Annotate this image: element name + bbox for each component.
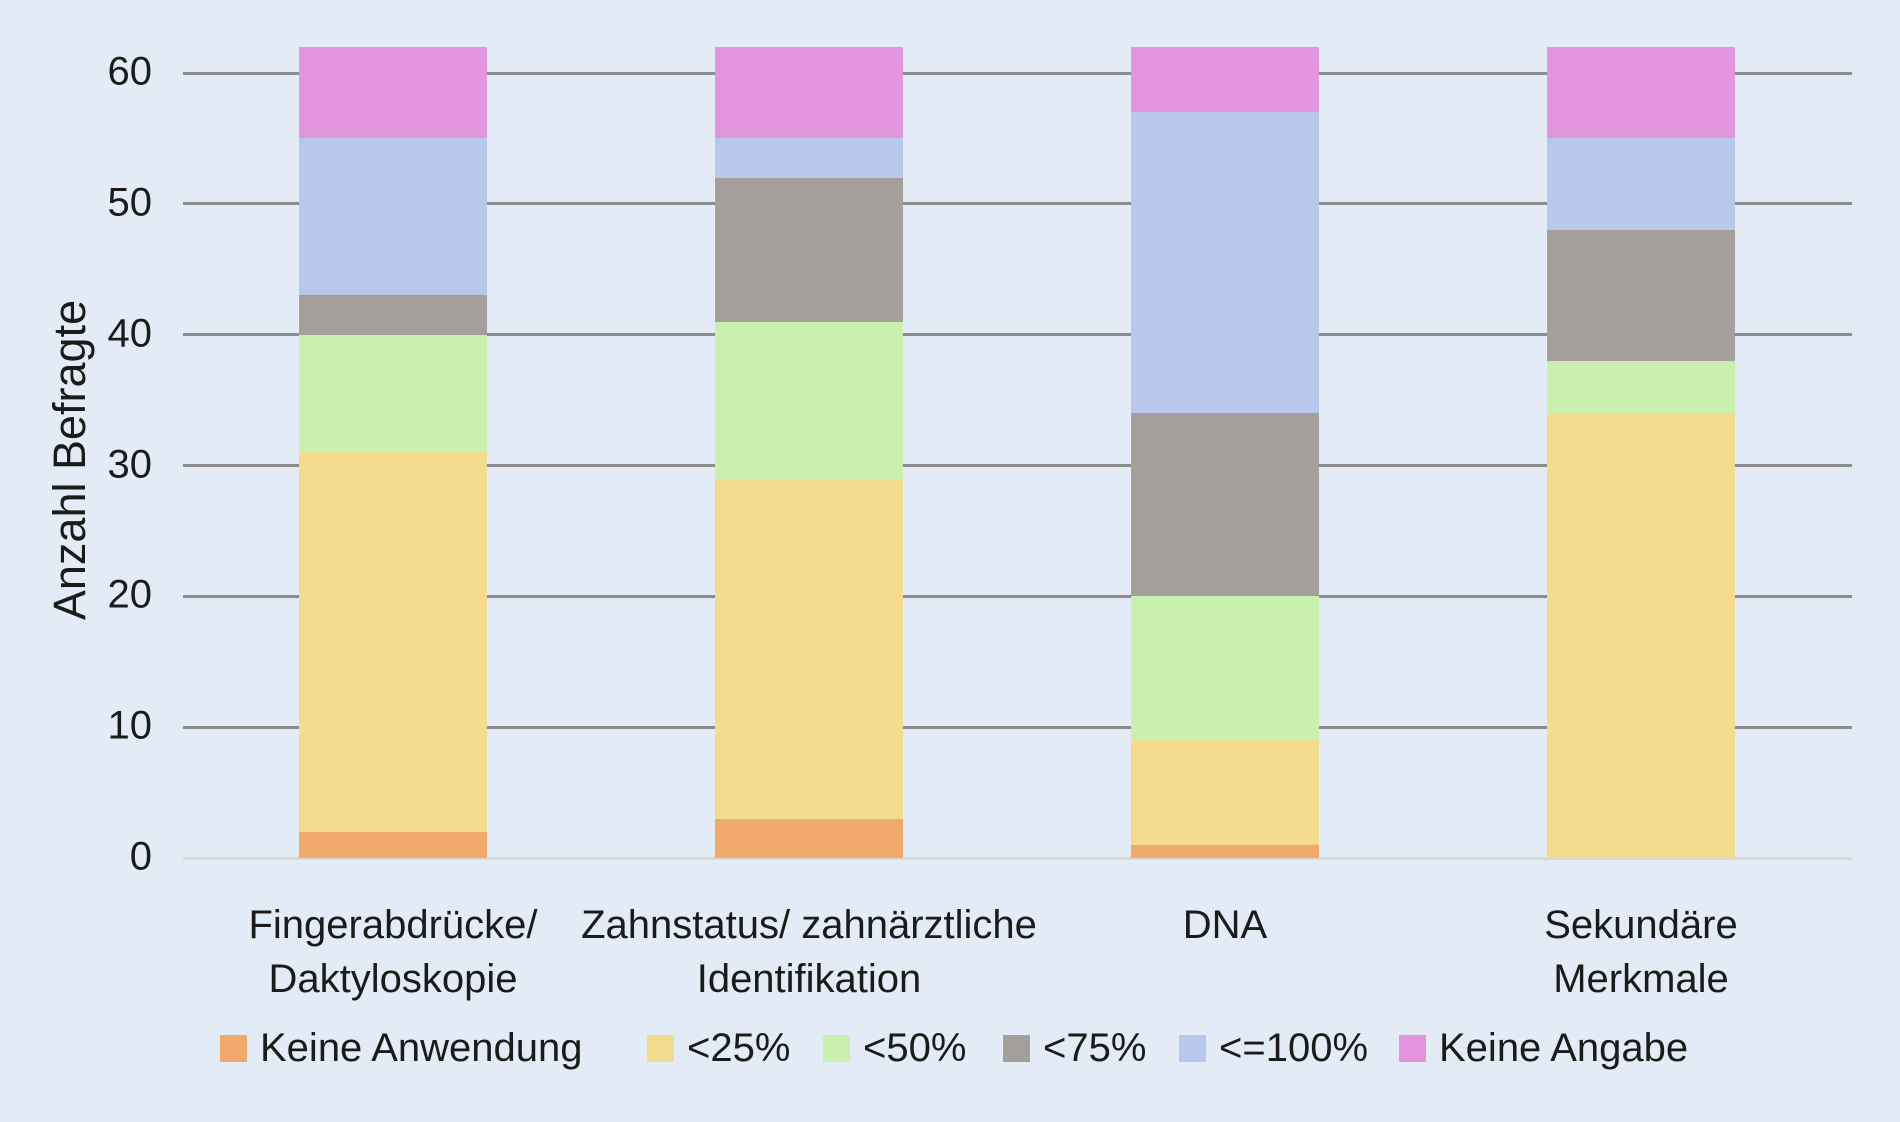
y-tick-label: 40 — [107, 311, 153, 356]
gridline — [183, 594, 1852, 598]
legend-item: <25% — [647, 1020, 790, 1076]
gridline — [183, 202, 1852, 206]
bar-segment — [715, 138, 903, 178]
bar-segment — [299, 46, 487, 139]
legend-label: Keine Anwendung — [260, 1025, 583, 1070]
legend-item: <=100% — [1179, 1020, 1368, 1076]
legend-item: Keine Anwendung — [220, 1020, 583, 1076]
bar-segment — [1131, 413, 1319, 597]
bar-segment — [1131, 596, 1319, 741]
x-axis-line — [183, 857, 1852, 860]
gridline — [183, 464, 1852, 467]
legend-label: Keine Angabe — [1439, 1025, 1689, 1070]
legend-swatch — [1003, 1034, 1030, 1062]
y-tick-label: 60 — [107, 49, 153, 94]
bar-segment — [1547, 46, 1735, 139]
legend-label: <=100% — [1219, 1025, 1369, 1070]
x-category-label: Sekundäre Merkmale — [1544, 903, 1738, 1001]
bar-segment — [715, 177, 903, 322]
bar-segment — [1131, 844, 1319, 858]
y-tick-label: 30 — [107, 442, 153, 487]
legend-swatch — [823, 1034, 850, 1062]
bar-segment — [1547, 360, 1735, 414]
bar-segment — [1131, 112, 1319, 414]
gridline — [183, 725, 1852, 729]
bar-segment — [1547, 413, 1735, 858]
legend-item: <75% — [1003, 1020, 1146, 1076]
y-tick-label: 20 — [107, 572, 153, 617]
bar-segment — [1547, 138, 1735, 230]
gridline — [183, 71, 1852, 75]
bar-segment — [715, 478, 903, 819]
bar-segment — [299, 295, 487, 335]
legend-item: Keine Angabe — [1399, 1020, 1688, 1076]
legend-label: <25% — [687, 1025, 791, 1070]
bar-segment — [715, 46, 903, 139]
bar-segment — [299, 452, 487, 832]
legend-swatch — [1399, 1034, 1426, 1062]
x-category-label: DNA — [1182, 903, 1268, 947]
y-tick-label: 0 — [129, 834, 152, 879]
legend-swatch — [647, 1034, 674, 1062]
bar-segment — [715, 818, 903, 858]
y-tick-label: 10 — [107, 703, 153, 748]
x-category-label: Fingerabdrücke/ Daktyloskopie — [248, 903, 538, 1001]
bar-segment — [1131, 46, 1319, 113]
x-category-label: Zahnstatus/ zahnärztliche Identifikation — [581, 903, 1037, 1001]
bar-segment — [1547, 230, 1735, 361]
bar-segment — [299, 138, 487, 296]
bar-segment — [1131, 740, 1319, 845]
bar-segment — [299, 334, 487, 453]
bar-segment — [715, 321, 903, 479]
gridline — [183, 333, 1852, 337]
y-tick-label: 50 — [107, 180, 153, 225]
legend-label: <50% — [863, 1025, 967, 1070]
legend-label: <75% — [1043, 1025, 1147, 1070]
bar-segment — [299, 831, 487, 858]
legend-swatch — [1179, 1034, 1206, 1062]
legend-swatch — [220, 1034, 247, 1062]
legend-item: <50% — [823, 1020, 966, 1076]
